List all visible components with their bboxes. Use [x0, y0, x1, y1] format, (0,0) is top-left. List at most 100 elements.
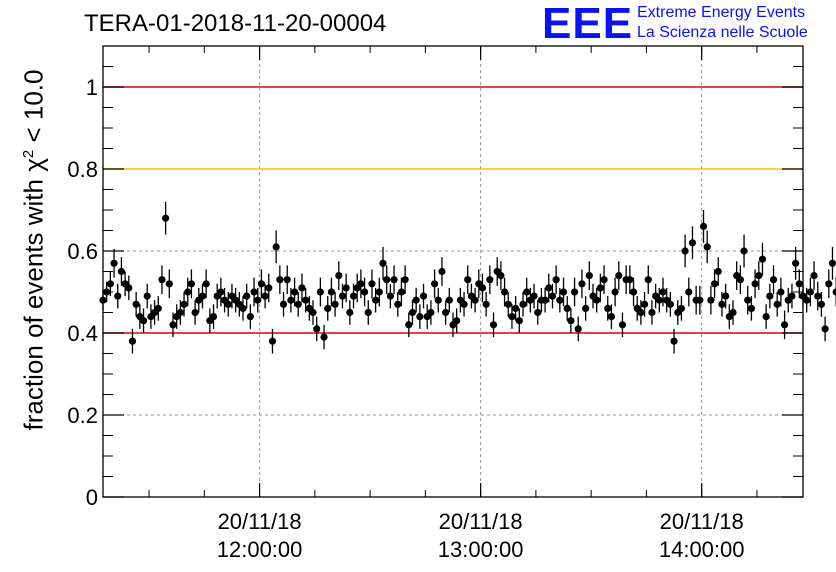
x-tick-label-time: 13:00:00 — [438, 537, 524, 562]
data-point — [342, 273, 350, 303]
data-point — [128, 328, 137, 354]
data-point — [401, 265, 409, 295]
data-point — [232, 287, 240, 313]
data-marker — [313, 325, 321, 333]
data-point — [674, 300, 682, 325]
chart-title: TERA-01-2018-11-20-00004 — [84, 10, 387, 37]
data-point — [633, 296, 641, 321]
data-point — [585, 261, 593, 290]
data-point — [640, 292, 649, 317]
data-marker — [294, 300, 302, 308]
data-marker — [379, 259, 387, 267]
data-point — [136, 304, 144, 329]
data-marker — [320, 333, 328, 341]
data-marker — [626, 276, 634, 284]
data-point — [817, 292, 826, 317]
data-marker — [670, 337, 678, 345]
data-marker — [442, 308, 450, 317]
data-marker — [574, 325, 582, 333]
data-marker — [364, 308, 372, 317]
data-point — [519, 292, 527, 317]
data-point — [780, 310, 789, 340]
data-point — [191, 300, 199, 325]
data-marker — [600, 276, 608, 284]
data-point — [504, 292, 512, 317]
data-point — [795, 269, 803, 299]
data-point — [714, 257, 722, 286]
data-point — [412, 287, 420, 313]
data-point — [615, 261, 623, 290]
data-point — [677, 296, 686, 321]
data-point — [729, 300, 737, 325]
data-point — [497, 261, 505, 290]
data-point — [132, 292, 140, 317]
data-marker — [139, 317, 148, 325]
data-point — [143, 283, 151, 309]
data-marker — [324, 304, 332, 312]
data-marker — [567, 317, 575, 325]
data-point — [397, 277, 406, 307]
data-marker — [298, 284, 306, 292]
data-marker — [766, 292, 774, 300]
data-point — [655, 287, 663, 313]
data-point — [567, 308, 575, 333]
data-marker — [570, 288, 579, 296]
y-tick-label: 0.2 — [67, 403, 98, 428]
data-point — [390, 265, 398, 295]
data-point — [600, 265, 608, 295]
data-marker — [408, 308, 417, 317]
data-point — [268, 328, 277, 354]
data-point — [202, 269, 210, 299]
data-point — [803, 287, 811, 313]
data-marker — [117, 267, 126, 276]
data-marker — [114, 292, 122, 300]
data-marker — [821, 325, 829, 333]
data-point — [725, 304, 733, 329]
data-point — [696, 285, 704, 315]
data-marker — [769, 276, 778, 284]
data-marker — [773, 300, 781, 308]
data-marker — [335, 272, 343, 280]
data-point — [541, 287, 549, 313]
data-marker — [478, 284, 487, 292]
grid-lines — [103, 46, 803, 497]
x-tick-label-time: 12:00:00 — [217, 537, 303, 562]
data-marker — [541, 296, 549, 304]
data-point — [500, 277, 509, 307]
data-marker — [825, 280, 833, 288]
data-marker — [162, 214, 170, 222]
data-marker — [110, 259, 118, 267]
data-marker — [777, 288, 785, 296]
data-point — [290, 277, 299, 307]
data-point — [379, 246, 387, 280]
data-point — [176, 300, 184, 325]
reference-lines — [103, 86, 803, 334]
data-point — [349, 283, 358, 309]
data-marker — [744, 296, 752, 304]
data-marker — [648, 308, 656, 317]
y-tick-label: 0.4 — [67, 321, 98, 346]
data-point — [552, 265, 560, 295]
data-point — [814, 281, 822, 311]
data-point — [460, 292, 468, 317]
data-point — [828, 246, 836, 280]
data-marker — [246, 313, 254, 321]
data-point — [279, 292, 288, 317]
data-marker — [302, 296, 310, 304]
data-point — [331, 292, 339, 317]
data-marker — [165, 280, 173, 288]
data-point — [217, 277, 225, 307]
data-point — [825, 269, 833, 299]
data-point — [427, 300, 435, 325]
data-point — [792, 246, 800, 280]
data-marker — [607, 313, 616, 321]
data-marker — [489, 321, 498, 329]
data-point — [320, 324, 328, 350]
data-marker — [471, 296, 479, 304]
data-marker — [386, 292, 394, 300]
data-marker — [349, 292, 358, 300]
data-marker — [250, 288, 258, 296]
data-point — [718, 292, 726, 317]
data-marker — [545, 284, 553, 292]
data-point — [287, 287, 295, 313]
